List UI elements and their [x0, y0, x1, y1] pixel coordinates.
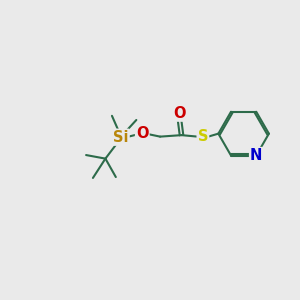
Text: Si: Si: [113, 130, 129, 145]
Text: O: O: [173, 106, 185, 121]
Text: O: O: [136, 126, 148, 141]
Text: N: N: [250, 148, 262, 163]
Text: S: S: [198, 129, 208, 144]
